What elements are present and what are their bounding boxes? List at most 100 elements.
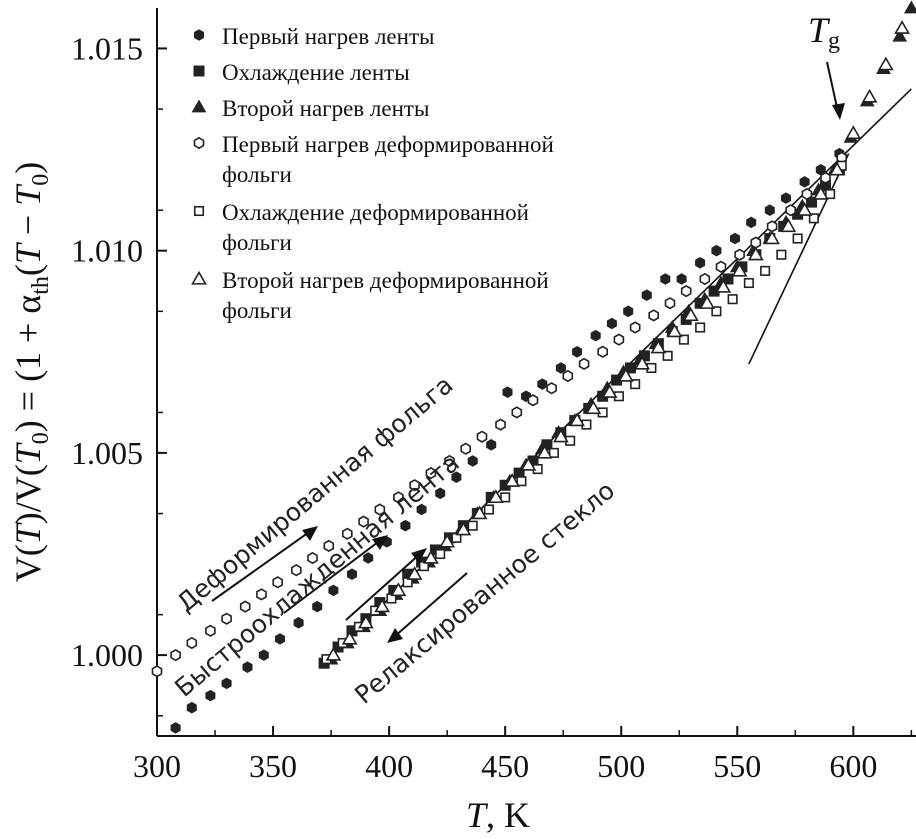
data-point-open-hexagon (425, 466, 437, 480)
data-point-open-triangle (520, 456, 537, 471)
data-point-filled-hexagon (363, 552, 374, 564)
legend-label: Первый нагрев ленты (222, 24, 434, 49)
data-point-filled-hexagon (764, 204, 775, 216)
data-point-open-square (662, 350, 673, 361)
data-point-open-hexagon (495, 418, 506, 431)
y-axis-title-part: ) (8, 162, 48, 174)
y-tick-label: 1.010 (71, 233, 143, 269)
legend-label: Охлаждение ленты (222, 60, 410, 85)
data-point-filled-hexagon (746, 216, 757, 229)
y-axis-title-part: T (8, 441, 48, 464)
data-point-open-triangle (341, 630, 358, 645)
legend-marker-filled-square (193, 65, 205, 77)
data-point-open-square (695, 322, 706, 333)
data-point-open-hexagon (290, 564, 302, 577)
data-point-open-square (711, 306, 722, 317)
fit-line-liquid (748, 153, 850, 365)
relaxed-cooling-arrow (393, 572, 468, 638)
data-point-filled-hexagon (730, 232, 740, 245)
y-axis-title-part: 0 (28, 432, 54, 444)
data-point-open-square (760, 265, 771, 276)
data-point-open-hexagon (170, 648, 181, 662)
x-axis-title-unit: , K (486, 795, 530, 835)
annotation-arrows (211, 61, 845, 643)
data-point-open-triangle (552, 428, 569, 443)
data-point-open-square (451, 532, 462, 543)
y-axis-title-part: − (8, 206, 48, 244)
data-point-filled-hexagon (572, 346, 583, 358)
data-point-open-hexagon (699, 272, 711, 286)
quenched-ribbon-arrow (283, 538, 383, 614)
y-axis-title-part: th (28, 276, 54, 295)
data-point-open-square (678, 334, 689, 345)
data-point-open-hexagon (734, 248, 745, 261)
relaxed-heating-arrowhead (411, 548, 427, 563)
data-point-open-triangle (617, 367, 634, 382)
data-point-filled-hexagon (328, 584, 339, 597)
data-point-open-triangle (569, 412, 585, 427)
data-point-open-square (467, 520, 478, 531)
relaxed-heating-arrow (345, 552, 422, 621)
legend-label: Второй нагрев деформированной (222, 268, 549, 293)
data-point-open-hexagon (323, 539, 335, 553)
data-point-open-triangle (439, 533, 456, 548)
data-point-open-hexagon (239, 600, 251, 613)
data-point-filled-hexagon (555, 362, 566, 374)
legend-label: фольги (222, 162, 292, 187)
data-point-open-square (548, 447, 559, 458)
data-point-filled-triangle (892, 28, 908, 42)
data-point-filled-hexagon (799, 176, 810, 188)
data-point-filled-hexagon (416, 503, 427, 516)
y-tick-label: 1.000 (71, 637, 143, 673)
y-axis-title-part: T (8, 183, 48, 206)
data-point-open-square (435, 548, 446, 560)
data-point-open-triangle (877, 56, 894, 71)
data-point-open-triangle (666, 323, 683, 338)
data-point-open-triangle (829, 161, 845, 176)
data-point-open-hexagon (476, 430, 488, 443)
data-point-open-hexagon (715, 260, 727, 273)
data-point-filled-hexagon (435, 487, 446, 500)
legend-label: Второй нагрев ленты (222, 96, 429, 121)
data-point-open-hexagon (680, 284, 692, 298)
data-point-open-triangle (536, 444, 553, 459)
legend-label: фольги (222, 298, 292, 323)
data-point-filled-hexagon (660, 273, 671, 285)
data-point-open-hexagon (444, 454, 455, 468)
data-point-filled-hexagon (258, 649, 269, 661)
data-point-open-hexagon (409, 479, 420, 492)
data-point-open-hexagon (801, 187, 813, 201)
data-point-filled-hexagon (312, 600, 323, 613)
data-point-filled-hexagon (467, 455, 478, 467)
data-point-open-triangle (894, 20, 910, 34)
data-point-open-hexagon (613, 333, 625, 346)
data-point-open-hexagon (272, 576, 284, 589)
data-point-filled-hexagon (711, 244, 722, 257)
data-point-open-triangle (650, 339, 667, 354)
legend-marker-open-triangle (191, 270, 207, 285)
data-point-open-triangle (455, 521, 472, 536)
data-point-open-hexagon (256, 588, 267, 601)
data-point-open-triangle (601, 384, 618, 398)
tg-arrow (826, 61, 839, 113)
quenched-ribbon-arrowhead (372, 535, 388, 550)
data-point-open-triangle (390, 582, 407, 597)
tg-label-T: T (808, 10, 831, 50)
data-point-filled-hexagon (623, 305, 634, 318)
data-point-open-hexagon (221, 612, 232, 625)
x-tick-label: 450 (481, 748, 529, 784)
data-point-open-square (825, 188, 836, 200)
legend-label: Первый нагрев деформированной (222, 132, 554, 157)
data-point-open-triangle (406, 566, 423, 580)
data-point-filled-hexagon (293, 617, 304, 629)
data-point-open-triangle (504, 473, 521, 487)
data-point-open-triangle (780, 218, 797, 233)
data-point-open-square (792, 233, 803, 244)
data-point-open-hexagon (629, 321, 641, 334)
data-point-filled-hexagon (676, 273, 687, 285)
data-point-open-triangle (747, 246, 764, 261)
data-point-open-hexagon (648, 309, 660, 322)
y-axis-title-part: ) = (1 + α (8, 295, 48, 433)
data-point-open-square (727, 294, 738, 305)
x-tick-label: 550 (713, 748, 761, 784)
